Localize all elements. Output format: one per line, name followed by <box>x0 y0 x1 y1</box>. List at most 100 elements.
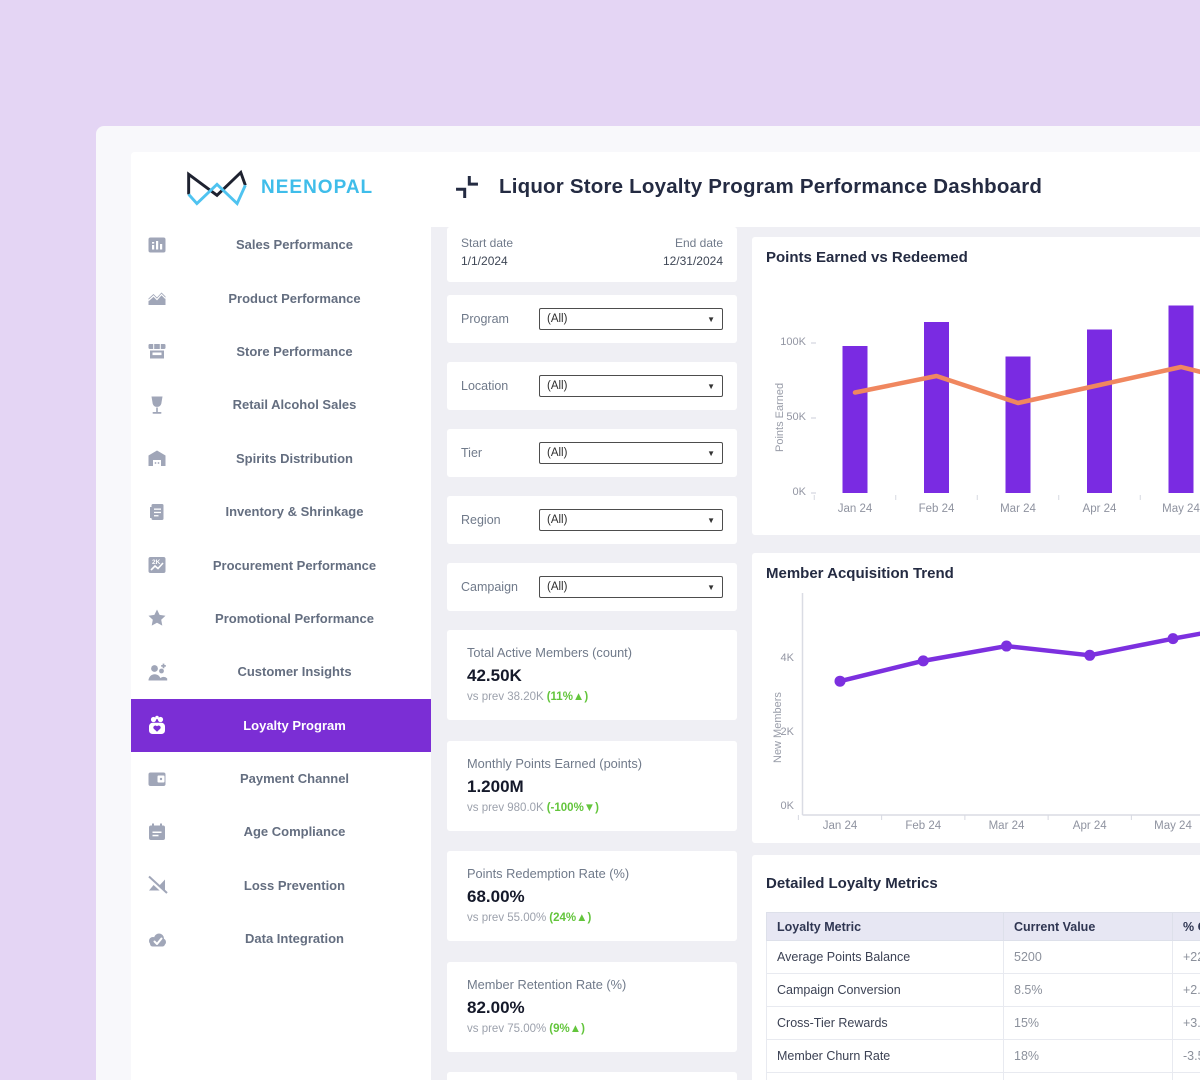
sidebar-item-customer-insights[interactable]: Customer Insights <box>131 645 431 698</box>
x-tick-label: Feb 24 <box>918 503 955 515</box>
chart-title: Points Earned vs Redeemed <box>766 249 968 266</box>
region-filter-label: Region <box>461 513 501 527</box>
kpi-value: 42.50K <box>467 666 522 685</box>
sidebar-item-product-performance[interactable]: Product Performance <box>131 271 431 324</box>
page-title: Liquor Store Loyalty Program Performance… <box>499 175 1043 198</box>
sidebar-item-label: Retail Alcohol Sales <box>232 397 357 413</box>
end-date-field[interactable]: End date 12/31/2024 <box>663 236 723 273</box>
program-filter-card: Program (All) ▼ <box>447 295 737 343</box>
brand-name: NEENOPAL <box>261 177 374 198</box>
value-cell: 2.8/month <box>1003 1072 1173 1080</box>
value-cell: 8.5% <box>1003 973 1173 1007</box>
region-filter-card: Region (All) ▼ <box>447 496 737 544</box>
kpi-title: Member Retention Rate (%) <box>467 977 627 992</box>
start-date-field[interactable]: Start date 1/1/2024 <box>461 236 513 273</box>
sidebar-item-procurement-performance[interactable]: 2K Procurement Performance <box>131 538 431 591</box>
table-row[interactable]: Member Engagement 2.8/month +0. <box>766 1072 1200 1080</box>
sidebar-item-sales-performance[interactable]: Sales Performance <box>131 218 431 271</box>
table-row[interactable]: Average Points Balance 5200 +22. <box>766 940 1200 974</box>
sidebar-item-label: Payment Channel <box>239 771 350 787</box>
campaign-filter-label: Campaign <box>461 580 518 594</box>
x-tick-label: Apr 24 <box>1072 820 1107 832</box>
kpi-change: (9%▲) <box>549 1023 585 1035</box>
sidebar-item-store-performance[interactable]: Store Performance <box>131 325 431 378</box>
kpi-change: (-100%▼) <box>546 802 600 814</box>
y-tick-label: 4K <box>780 652 794 664</box>
sidebar-item-promotional-performance[interactable]: Promotional Performance <box>131 592 431 645</box>
sidebar-item-label: Spirits Distribution <box>236 450 353 466</box>
person-add-icon <box>148 663 168 681</box>
sidebar-item-payment-channel[interactable]: Payment Channel <box>131 752 431 805</box>
sidebar-item-loyalty-program[interactable]: Loyalty Program <box>131 698 431 752</box>
y-tick-label: 50K <box>786 411 806 423</box>
flow-steps-icon <box>456 176 478 198</box>
change-cell: -3.5 <box>1172 1039 1200 1073</box>
sidebar-item-spirits-distribution[interactable]: Spirits Distribution <box>131 432 431 485</box>
y-tick-label: 100K <box>780 336 806 348</box>
sidebar-item-label: Product Performance <box>228 290 361 306</box>
chevron-down-icon: ▼ <box>707 515 715 525</box>
storefront-icon <box>148 344 166 359</box>
date-range-card: Start date 1/1/2024 End date 12/31/2024 <box>447 227 737 282</box>
chart-2k-icon: 2K <box>148 557 166 574</box>
table-row[interactable]: Cross-Tier Rewards 15% +3.5 <box>766 1006 1200 1040</box>
page-panel: NEENOPAL Sales Performance Product Perfo… <box>96 126 1200 1080</box>
metric-cell: Member Churn Rate <box>766 1039 1004 1073</box>
value-cell: 5200 <box>1003 940 1173 974</box>
kpi-card-clipped <box>447 1072 737 1080</box>
value-cell: 18% <box>1003 1039 1173 1073</box>
sidebar: NEENOPAL Sales Performance Product Perfo… <box>131 152 431 1080</box>
region-filter-value: (All) <box>547 514 568 526</box>
brand-logo: NEENOPAL <box>185 166 373 210</box>
change-cell: +3.5 <box>1172 1006 1200 1040</box>
start-date-label: Start date <box>461 236 514 250</box>
svg-text:2K: 2K <box>152 559 161 566</box>
x-tick-label: Jan 24 <box>837 503 873 515</box>
member-acquisition-trend-chart[interactable] <box>752 553 1200 843</box>
chevron-down-icon: ▼ <box>707 314 715 324</box>
cloud-check-icon <box>149 933 166 947</box>
sidebar-item-label: Loyalty Program <box>243 717 346 733</box>
wine-glass-icon <box>151 396 163 414</box>
loyalty-metrics-table: Loyalty Metric Current Value % Change Av… <box>766 912 1200 1080</box>
table-row[interactable]: Campaign Conversion 8.5% +2.3 <box>766 973 1200 1007</box>
content-area: Start date 1/1/2024 End date 12/31/2024 … <box>431 227 1200 1080</box>
x-tick-label: May 24 <box>1162 503 1200 515</box>
x-tick-label: Apr 24 <box>1082 503 1117 515</box>
column-header-percent-change: % Change <box>1172 912 1200 941</box>
sidebar-item-retail-alcohol-sales[interactable]: Retail Alcohol Sales <box>131 378 431 431</box>
sidebar-item-label: Age Compliance <box>243 824 346 840</box>
warehouse-icon <box>148 450 166 467</box>
tier-filter-select[interactable]: (All) ▼ <box>539 442 723 464</box>
sidebar-item-age-compliance[interactable]: Age Compliance <box>131 805 431 858</box>
campaign-filter-select[interactable]: (All) ▼ <box>539 576 723 598</box>
dashboard: NEENOPAL Sales Performance Product Perfo… <box>131 152 1200 1080</box>
location-filter-select[interactable]: (All) ▼ <box>539 375 723 397</box>
chevron-down-icon: ▼ <box>707 582 715 592</box>
location-filter-value: (All) <box>547 380 568 392</box>
region-filter-select[interactable]: (All) ▼ <box>539 509 723 531</box>
sidebar-item-label: Store Performance <box>236 343 353 359</box>
sidebar-item-label: Data Integration <box>245 931 344 947</box>
section-title: Detailed Loyalty Metrics <box>766 875 938 892</box>
table-row[interactable]: Member Churn Rate 18% -3.5 <box>766 1039 1200 1073</box>
receipt-icon <box>150 503 164 520</box>
x-tick-label: Mar 24 <box>1000 503 1036 515</box>
sidebar-item-inventory-shrinkage[interactable]: Inventory & Shrinkage <box>131 485 431 538</box>
program-filter-select[interactable]: (All) ▼ <box>539 308 723 330</box>
location-filter-label: Location <box>461 379 509 393</box>
metric-cell: Average Points Balance <box>766 940 1004 974</box>
calendar-icon <box>149 823 165 840</box>
sidebar-item-data-integration[interactable]: Data Integration <box>131 912 431 965</box>
kpi-points-redemption-rate: Points Redemption Rate (%) 68.00% vs pre… <box>447 851 737 941</box>
chart-title: Member Acquisition Trend <box>766 565 954 582</box>
sidebar-item-loss-prevention[interactable]: Loss Prevention <box>131 859 431 912</box>
y-tick-label: 0K <box>780 800 794 812</box>
points-earned-vs-redeemed-chart[interactable] <box>752 237 1200 535</box>
location-filter-card: Location (All) ▼ <box>447 362 737 410</box>
x-tick-label: Jan 24 <box>822 820 858 832</box>
end-date-value: 12/31/2024 <box>662 254 723 268</box>
x-tick-label: Mar 24 <box>988 820 1025 832</box>
wallet-icon <box>148 772 166 786</box>
